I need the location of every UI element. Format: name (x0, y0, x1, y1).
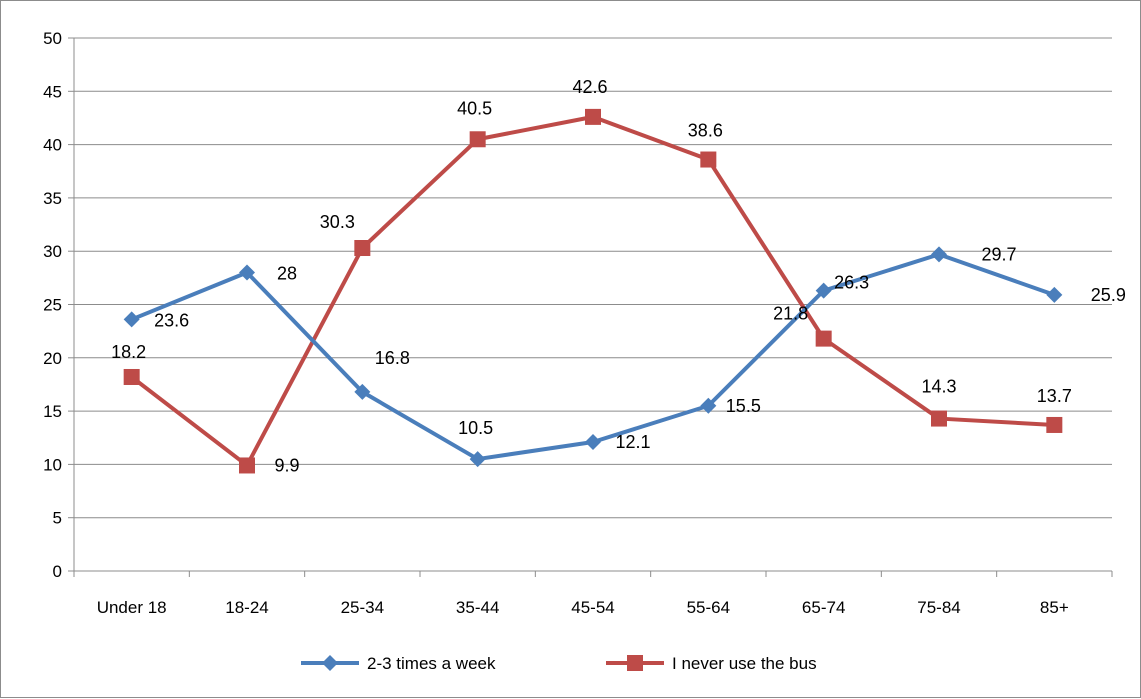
data-label: 26.3 (834, 273, 869, 293)
x-tick-label: 45-54 (571, 598, 614, 617)
series-lines (123, 108, 1063, 474)
data-label: 14.3 (921, 377, 956, 397)
data-point-diamond (1046, 286, 1063, 303)
legend-label: 2-3 times a week (367, 654, 496, 673)
data-point-square (123, 368, 140, 385)
y-tick-label: 20 (43, 349, 62, 368)
data-point-square (1046, 416, 1063, 433)
x-tick-label: 75-84 (917, 598, 960, 617)
y-tick-label: 25 (43, 296, 62, 315)
legend: 2-3 times a week I never use the bus (301, 654, 817, 673)
data-label: 13.7 (1037, 386, 1072, 406)
y-tick-label: 35 (43, 189, 62, 208)
data-label: 38.6 (688, 121, 723, 141)
data-point-diamond (239, 264, 255, 281)
data-point-square (354, 240, 371, 257)
data-point-square (815, 330, 832, 347)
data-label: 16.8 (375, 348, 410, 368)
data-label: 10.5 (458, 418, 493, 438)
legend-item-0: 2-3 times a week (301, 654, 496, 673)
x-tick-label: 25-34 (341, 598, 384, 617)
data-label: 9.9 (274, 455, 299, 475)
axes: 0 5 10 15 20 25 30 35 40 45 50 Under 18 18-24 25-34 35… (43, 29, 1113, 617)
legend-label: I never use the bus (672, 654, 817, 673)
data-label: 42.6 (572, 77, 607, 97)
data-label: 28 (277, 264, 297, 284)
series-1 (123, 108, 1063, 474)
data-label: 29.7 (981, 244, 1016, 264)
data-label: 23.6 (154, 310, 189, 330)
data-point-square (585, 108, 601, 125)
data-point-diamond (585, 434, 601, 451)
data-label: 21.8 (773, 304, 808, 324)
series-line (130, 114, 1055, 468)
data-point-square (931, 410, 947, 427)
y-tick-label: 30 (43, 242, 62, 261)
data-labels: 23.6 28 16.8 10.5 12.1 15.5 26.3 29.7 25.9 18.2 9.… (111, 77, 1126, 476)
x-tick-label: Under 18 (97, 598, 167, 617)
y-tick-label: 0 (53, 562, 62, 581)
y-tick-label: 40 (43, 136, 62, 155)
data-point-diamond (123, 311, 140, 328)
data-point-diamond (700, 397, 717, 414)
data-point-square (700, 151, 717, 168)
x-tick-label: 18-24 (225, 598, 268, 617)
y-tick-label: 5 (53, 509, 62, 528)
series-line (130, 252, 1055, 462)
data-label: 25.9 (1091, 285, 1126, 305)
legend-swatch-marker (322, 655, 338, 671)
data-point-diamond (931, 246, 947, 263)
legend-item-1: I never use the bus (606, 654, 817, 673)
x-tick-label: 85+ (1040, 598, 1069, 617)
data-label: 30.3 (320, 212, 355, 232)
x-tick-label: 65-74 (802, 598, 845, 617)
legend-swatch-marker (627, 655, 643, 671)
data-label: 18.2 (111, 342, 146, 362)
y-tick-label: 15 (43, 402, 62, 421)
data-point-square (239, 457, 255, 474)
data-point-diamond (815, 282, 832, 299)
data-label: 15.5 (726, 396, 761, 416)
y-tick-label: 45 (43, 82, 62, 101)
y-tick-label: 50 (43, 29, 62, 48)
data-label: 40.5 (457, 98, 492, 118)
x-tick-label: 35-44 (456, 598, 499, 617)
series-0 (123, 246, 1063, 468)
data-point-diamond (354, 383, 371, 400)
x-tick-label: 55-64 (687, 598, 730, 617)
data-point-diamond (469, 451, 486, 468)
data-point-square (469, 131, 486, 148)
data-label: 12.1 (615, 432, 650, 452)
y-tick-label: 10 (43, 455, 62, 474)
